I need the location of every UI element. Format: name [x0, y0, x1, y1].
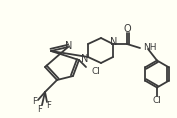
Text: F: F: [33, 97, 38, 107]
Text: F: F: [47, 101, 52, 110]
Text: Cl: Cl: [153, 96, 161, 105]
Text: O: O: [123, 24, 131, 34]
Text: N: N: [81, 54, 89, 64]
Text: N: N: [65, 41, 73, 51]
Text: Cl: Cl: [91, 67, 100, 76]
Text: F: F: [38, 105, 42, 114]
Text: N: N: [110, 37, 118, 47]
Text: NH: NH: [143, 42, 156, 51]
